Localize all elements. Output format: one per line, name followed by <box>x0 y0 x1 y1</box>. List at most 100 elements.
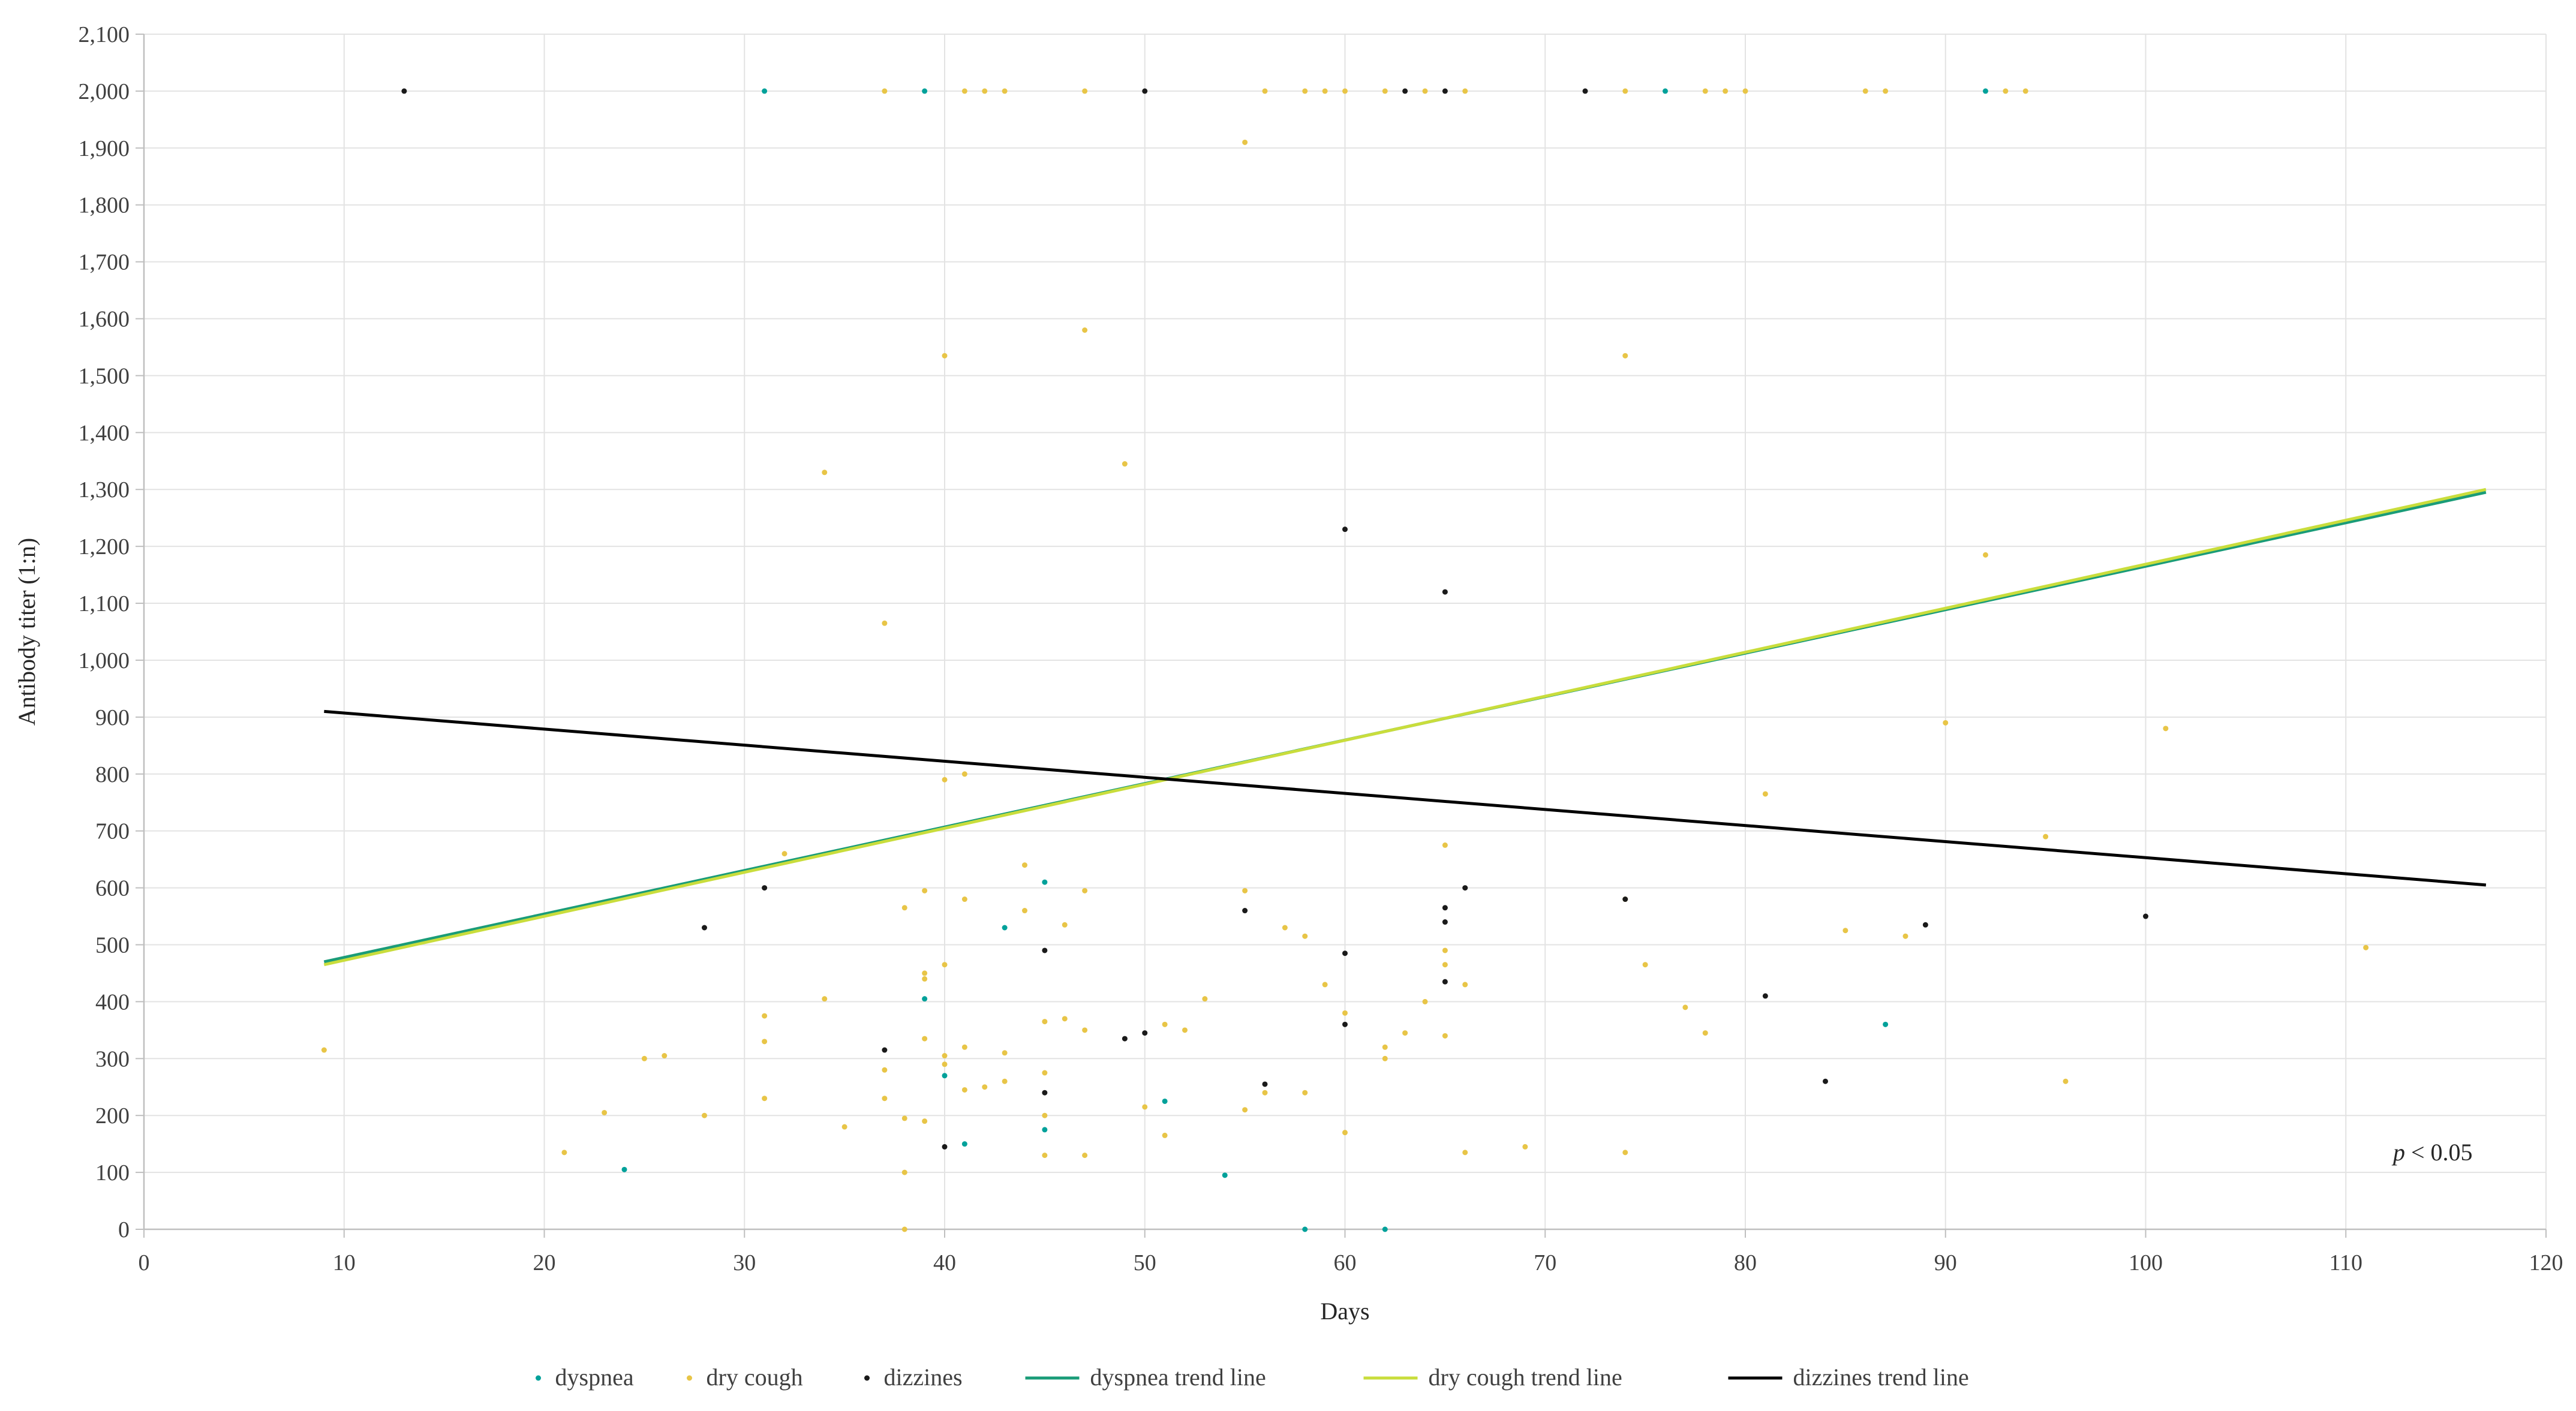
y-tick-label: 1,300 <box>79 477 130 503</box>
dry-cough-point <box>1242 887 1248 893</box>
x-tick-label: 110 <box>2329 1250 2362 1275</box>
dizzines-point <box>882 1047 888 1053</box>
dry-cough-point <box>961 896 967 902</box>
dizzines-point <box>1122 1036 1128 1042</box>
dizzines-point <box>2143 913 2148 919</box>
legend-label: dyspnea trend line <box>1090 1364 1266 1391</box>
dry-cough-point <box>762 1096 768 1102</box>
dry-cough-point <box>1902 933 1908 939</box>
dyspnea-point <box>1002 925 1008 931</box>
dyspnea-point <box>1042 1127 1048 1133</box>
dry-cough-point <box>1062 922 1068 928</box>
dizzines-point <box>1922 922 1928 928</box>
dry-cough-point <box>1162 1021 1168 1027</box>
dry-cough-point <box>1302 933 1308 939</box>
dry-cough-point <box>1302 88 1308 94</box>
legend-label: dyspnea <box>555 1364 634 1391</box>
annotation-italic: p <box>2391 1139 2405 1166</box>
dyspnea-point <box>1983 88 1988 94</box>
dry-cough-point <box>1382 88 1388 94</box>
y-tick-label: 700 <box>95 819 130 844</box>
dizzines-point <box>1442 979 1448 985</box>
legend-label: dry cough trend line <box>1429 1364 1622 1391</box>
legend-item-dyspnea: dyspnea <box>536 1364 634 1391</box>
dizzines-point <box>1142 88 1148 94</box>
dry-cough-point <box>1082 887 1088 893</box>
dry-cough-point <box>1702 88 1708 94</box>
x-tick-label: 60 <box>1334 1250 1357 1275</box>
legend-swatch <box>687 1375 692 1381</box>
dry-cough-point <box>1642 962 1648 968</box>
legend-label: dry cough <box>707 1364 803 1391</box>
dyspnea-point <box>1663 88 1668 94</box>
dry-cough-point <box>882 620 888 626</box>
dyspnea-point <box>621 1166 627 1172</box>
dry-cough-point <box>1462 1150 1468 1156</box>
dry-cough-point <box>1042 1112 1048 1118</box>
dry-cough-point <box>961 1087 967 1093</box>
dizzines-point <box>1622 896 1628 902</box>
y-tick-label: 900 <box>95 705 130 730</box>
dizzines-point <box>1342 950 1348 956</box>
y-tick-label: 1,400 <box>79 420 130 446</box>
dry-cough-point <box>1242 139 1248 145</box>
dry-cough-point <box>2043 834 2049 840</box>
x-tick-label: 0 <box>139 1250 150 1275</box>
legend-item-dry-cough: dry cough <box>687 1364 803 1391</box>
y-tick-label: 100 <box>95 1160 130 1186</box>
dry-cough-point <box>1082 1153 1088 1159</box>
y-tick-label: 2,000 <box>79 79 130 104</box>
dizzines-point <box>1582 88 1588 94</box>
dry-cough-point <box>1382 1055 1388 1061</box>
dry-cough-point <box>1262 88 1268 94</box>
y-tick-label: 200 <box>95 1103 130 1129</box>
dry-cough-point <box>961 771 967 777</box>
dry-cough-point <box>1002 88 1008 94</box>
dry-cough-point <box>1142 1104 1148 1110</box>
dry-cough-point <box>1282 925 1288 931</box>
dry-cough-point <box>561 1150 567 1156</box>
dry-cough-point <box>1122 461 1128 467</box>
dry-cough-point <box>1022 862 1027 868</box>
x-axis-title: Days <box>1320 1298 1369 1325</box>
dry-cough-point <box>1042 1019 1048 1025</box>
dry-cough-point <box>1522 1144 1528 1150</box>
dry-cough-point <box>602 1109 608 1115</box>
dry-cough-point <box>961 1044 967 1050</box>
dizzines-point <box>942 1144 948 1150</box>
dizzines-point <box>1042 947 1048 953</box>
dizzines-point <box>1042 1090 1048 1096</box>
dizzines-point <box>1262 1081 1268 1087</box>
dry-cough-point <box>1983 552 1988 558</box>
dyspnea-point <box>922 88 928 94</box>
legend-item-dizzines: dizzines <box>864 1364 963 1391</box>
dry-cough-point <box>942 353 948 359</box>
dry-cough-point <box>1943 720 1949 726</box>
dyspnea-point <box>762 88 768 94</box>
dry-cough-point <box>1442 1033 1448 1039</box>
dizzines-point <box>1442 919 1448 925</box>
dry-cough-point <box>2363 944 2369 950</box>
dry-cough-point <box>1022 908 1027 914</box>
dry-cough-point <box>1082 1027 1088 1033</box>
dizzines-point <box>1342 1021 1348 1027</box>
x-tick-label: 50 <box>1134 1250 1156 1275</box>
dry-cough-point <box>882 1067 888 1073</box>
dry-cough-point <box>1002 1050 1008 1056</box>
dry-cough-point <box>1242 1107 1248 1113</box>
dizzines-point <box>702 925 707 931</box>
x-tick-label: 40 <box>933 1250 956 1275</box>
y-tick-label: 800 <box>95 762 130 787</box>
dry-cough-point <box>922 1036 928 1042</box>
dry-cough-point <box>1442 962 1448 968</box>
dyspnea-point <box>1222 1172 1228 1178</box>
dry-cough-point <box>901 905 907 911</box>
dry-cough-point <box>1342 1010 1348 1016</box>
dry-cough-point <box>1302 1090 1308 1096</box>
dry-cough-point <box>1062 1016 1068 1022</box>
dry-cough-point <box>1002 1078 1008 1084</box>
dry-cough-point <box>1702 1030 1708 1036</box>
dry-cough-point <box>1723 88 1729 94</box>
